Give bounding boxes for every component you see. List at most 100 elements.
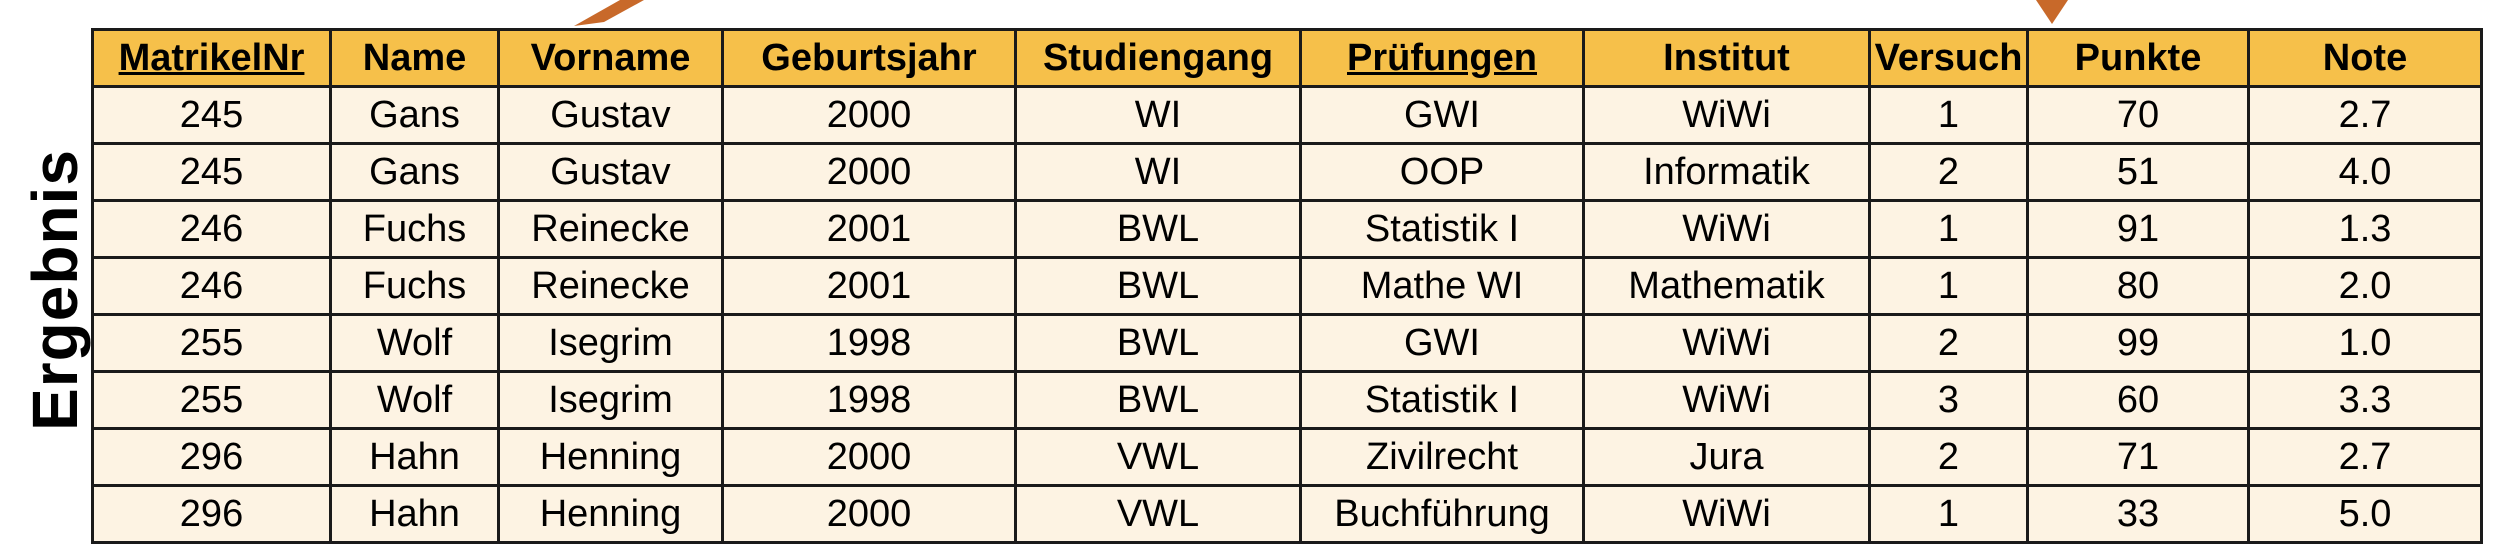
table-cell-matrikelnr: 255: [91, 313, 332, 373]
table-cell-pruefungen: OOP: [1299, 142, 1585, 202]
table-cell-institut: Mathematik: [1582, 256, 1871, 316]
table-cell-studiengang: WI: [1014, 85, 1302, 145]
table-cell-punkte: 80: [2026, 256, 2250, 316]
table-row: 296 Hahn Henning 2000 VWL Buchführung WiWi 1 33 5…: [91, 484, 2483, 544]
table-cell-note: 4.0: [2247, 142, 2483, 202]
table-row: 245 Gans Gustav 2000 WI OOP Informatik 2 51 4.0: [91, 142, 2483, 202]
table-cell-studiengang: VWL: [1014, 484, 1302, 544]
table-cell-geburtsjahr: 1998: [721, 370, 1017, 430]
table-cell-pruefungen: Statistik I: [1299, 199, 1585, 259]
table-cell-name: Wolf: [329, 313, 500, 373]
column-header-versuch: Versuch: [1868, 28, 2029, 88]
table-cell-vorname: Reinecke: [497, 256, 724, 316]
table-cell-pruefungen: Statistik I: [1299, 370, 1585, 430]
table-cell-matrikelnr: 245: [91, 142, 332, 202]
table-cell-institut: WiWi: [1582, 313, 1871, 373]
table-cell-geburtsjahr: 2000: [721, 427, 1017, 487]
table-cell-versuch: 1: [1868, 256, 2029, 316]
table-cell-versuch: 1: [1868, 85, 2029, 145]
table-cell-pruefungen: Buchführung: [1299, 484, 1585, 544]
table-cell-institut: WiWi: [1582, 85, 1871, 145]
result-table: MatrikelNr Name Vorname Geburtsjahr Stud…: [91, 28, 2483, 544]
table-cell-institut: Informatik: [1582, 142, 1871, 202]
table-cell-note: 3.3: [2247, 370, 2483, 430]
table-cell-note: 5.0: [2247, 484, 2483, 544]
table-cell-versuch: 2: [1868, 313, 2029, 373]
column-header-pruefungen: Prüfungen: [1299, 28, 1585, 88]
table-cell-note: 1.3: [2247, 199, 2483, 259]
table-row: 246 Fuchs Reinecke 2001 BWL Mathe WI Mathemati…: [91, 256, 2483, 316]
table-cell-name: Fuchs: [329, 256, 500, 316]
table-cell-geburtsjahr: 2000: [721, 85, 1017, 145]
table-body: 245 Gans Gustav 2000 WI GWI WiWi 1 70 2.7 245 Gans G…: [91, 85, 2483, 544]
table-cell-matrikelnr: 246: [91, 256, 332, 316]
side-label: Ergebnis: [19, 40, 91, 540]
table-cell-geburtsjahr: 2000: [721, 142, 1017, 202]
table-cell-versuch: 1: [1868, 484, 2029, 544]
table-cell-pruefungen: Zivilrecht: [1299, 427, 1585, 487]
table-cell-name: Hahn: [329, 484, 500, 544]
table-row: 246 Fuchs Reinecke 2001 BWL Statistik I WiWi 1 9…: [91, 199, 2483, 259]
column-header-punkte: Punkte: [2026, 28, 2250, 88]
table-cell-matrikelnr: 246: [91, 199, 332, 259]
table-cell-vorname: Henning: [497, 427, 724, 487]
table-cell-vorname: Isegrim: [497, 313, 724, 373]
table-cell-geburtsjahr: 2001: [721, 256, 1017, 316]
arrow-fragment-left: [574, 0, 644, 26]
table-cell-versuch: 3: [1868, 370, 2029, 430]
table-cell-pruefungen: Mathe WI: [1299, 256, 1585, 316]
arrow-head-right: [2036, 0, 2068, 24]
table-cell-name: Hahn: [329, 427, 500, 487]
table-row: 255 Wolf Isegrim 1998 BWL GWI WiWi 2 99 1.0: [91, 313, 2483, 373]
column-header-institut: Institut: [1582, 28, 1871, 88]
table-cell-name: Wolf: [329, 370, 500, 430]
arrow-head-left: [574, 0, 644, 26]
column-header-vorname: Vorname: [497, 28, 724, 88]
table-cell-punkte: 70: [2026, 85, 2250, 145]
table-cell-studiengang: VWL: [1014, 427, 1302, 487]
table-cell-note: 2.7: [2247, 427, 2483, 487]
table-cell-institut: WiWi: [1582, 484, 1871, 544]
table-cell-punkte: 33: [2026, 484, 2250, 544]
table-cell-note: 1.0: [2247, 313, 2483, 373]
table-cell-geburtsjahr: 2000: [721, 484, 1017, 544]
table-cell-studiengang: BWL: [1014, 256, 1302, 316]
table-cell-versuch: 2: [1868, 142, 2029, 202]
table-cell-note: 2.0: [2247, 256, 2483, 316]
table-cell-pruefungen: GWI: [1299, 85, 1585, 145]
column-header-geburtsjahr: Geburtsjahr: [721, 28, 1017, 88]
column-header-studiengang: Studiengang: [1014, 28, 1302, 88]
table-cell-vorname: Gustav: [497, 142, 724, 202]
table-row: 245 Gans Gustav 2000 WI GWI WiWi 1 70 2.7: [91, 85, 2483, 145]
header-row: MatrikelNr Name Vorname Geburtsjahr Stud…: [91, 28, 2483, 88]
column-header-name: Name: [329, 28, 500, 88]
table-cell-matrikelnr: 296: [91, 427, 332, 487]
table-cell-punkte: 99: [2026, 313, 2250, 373]
table-cell-institut: WiWi: [1582, 370, 1871, 430]
table-cell-punkte: 60: [2026, 370, 2250, 430]
table-cell-vorname: Isegrim: [497, 370, 724, 430]
table-cell-vorname: Reinecke: [497, 199, 724, 259]
table-cell-studiengang: BWL: [1014, 199, 1302, 259]
table-cell-studiengang: BWL: [1014, 313, 1302, 373]
table-cell-matrikelnr: 245: [91, 85, 332, 145]
table-cell-vorname: Henning: [497, 484, 724, 544]
table-cell-institut: WiWi: [1582, 199, 1871, 259]
table-cell-punkte: 91: [2026, 199, 2250, 259]
table-cell-studiengang: BWL: [1014, 370, 1302, 430]
table-cell-punkte: 51: [2026, 142, 2250, 202]
table-cell-pruefungen: GWI: [1299, 313, 1585, 373]
table-cell-note: 2.7: [2247, 85, 2483, 145]
table-cell-geburtsjahr: 2001: [721, 199, 1017, 259]
table-cell-name: Fuchs: [329, 199, 500, 259]
arrow-fragment-right: [2036, 0, 2068, 24]
table-row: 255 Wolf Isegrim 1998 BWL Statistik I WiWi 3 60 3…: [91, 370, 2483, 430]
table-cell-geburtsjahr: 1998: [721, 313, 1017, 373]
column-header-note: Note: [2247, 28, 2483, 88]
table-cell-studiengang: WI: [1014, 142, 1302, 202]
table-cell-versuch: 1: [1868, 199, 2029, 259]
table-cell-vorname: Gustav: [497, 85, 724, 145]
table-cell-name: Gans: [329, 85, 500, 145]
table-cell-matrikelnr: 296: [91, 484, 332, 544]
table-cell-institut: Jura: [1582, 427, 1871, 487]
